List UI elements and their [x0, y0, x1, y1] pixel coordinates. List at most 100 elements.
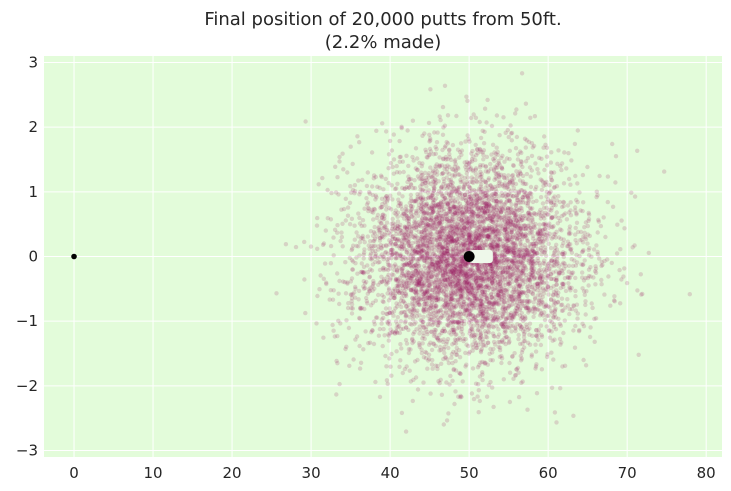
putt-point — [453, 161, 458, 167]
putt-point — [567, 246, 573, 252]
putt-point — [483, 285, 488, 290]
putt-point — [423, 210, 428, 215]
putt-point — [519, 206, 524, 211]
putt-point — [486, 301, 492, 306]
putt-point — [400, 286, 405, 291]
putt-point — [308, 244, 314, 249]
putt-point — [468, 115, 474, 121]
putt-point — [523, 249, 528, 255]
putt-point — [345, 281, 350, 286]
putt-point — [410, 288, 415, 293]
putt-point — [358, 236, 364, 241]
putt-point — [408, 192, 414, 198]
putt-point — [577, 328, 582, 333]
putt-point — [392, 293, 397, 298]
putt-point — [420, 292, 426, 297]
putt-point — [451, 204, 456, 210]
putt-point — [531, 241, 536, 246]
putt-point — [473, 381, 479, 386]
putt-point — [558, 386, 563, 391]
putt-point — [495, 274, 500, 280]
putt-point — [507, 198, 512, 203]
putt-point — [416, 220, 421, 225]
putt-point — [506, 134, 511, 140]
putt-point — [480, 265, 486, 270]
putt-point — [451, 261, 456, 266]
putt-point — [507, 206, 512, 212]
putt-point — [386, 338, 391, 343]
putt-point — [477, 119, 482, 125]
putt-point — [592, 339, 597, 344]
putt-point — [532, 295, 538, 301]
putt-cloud — [71, 71, 692, 434]
putt-point — [592, 269, 598, 274]
putt-point — [502, 219, 507, 224]
putt-point — [369, 243, 374, 249]
putt-point — [430, 179, 436, 184]
putt-point — [554, 210, 559, 215]
putt-point — [539, 332, 544, 338]
putt-point — [523, 101, 529, 106]
putt-point — [383, 232, 388, 238]
putt-point — [514, 275, 519, 280]
putt-point — [484, 154, 490, 160]
putt-point — [441, 125, 446, 130]
putt-point — [558, 323, 563, 328]
putt-point — [574, 241, 579, 246]
putt-point — [514, 107, 519, 112]
putt-point — [320, 242, 326, 247]
putt-point — [471, 304, 476, 309]
putt-point — [549, 216, 554, 221]
putt-point — [443, 237, 448, 242]
putt-point — [337, 381, 342, 387]
putt-point — [429, 329, 434, 335]
putt-point — [390, 216, 395, 222]
putt-point — [573, 205, 578, 210]
putt-point — [533, 349, 539, 354]
putt-point — [456, 236, 461, 241]
putt-point — [426, 226, 431, 231]
putt-point — [368, 251, 374, 256]
putt-point — [408, 256, 413, 262]
putt-point — [399, 304, 404, 310]
putt-point — [416, 274, 422, 279]
putt-point — [554, 420, 559, 425]
putt-point — [506, 321, 511, 326]
putt-point — [540, 210, 545, 215]
putt-point — [348, 184, 353, 189]
putt-point — [400, 159, 405, 164]
putt-point — [475, 147, 480, 152]
putt-point — [518, 291, 523, 296]
putt-point — [419, 288, 424, 293]
putt-point — [443, 164, 448, 169]
putt-point — [396, 288, 401, 294]
putt-point — [520, 261, 525, 266]
putt-point — [480, 275, 485, 280]
putt-point — [391, 157, 397, 162]
putt-point — [567, 275, 572, 280]
putt-point — [501, 244, 506, 249]
putt-point — [455, 208, 460, 213]
putt-point — [551, 292, 556, 297]
putt-point — [433, 219, 438, 225]
putt-point — [366, 287, 372, 292]
putt-point — [502, 335, 507, 341]
putt-point — [469, 233, 474, 239]
putt-point — [435, 205, 440, 210]
putt-point — [477, 224, 482, 229]
putt-point — [438, 190, 444, 195]
putt-point — [441, 346, 447, 352]
putt-point — [445, 357, 450, 362]
putt-point — [468, 196, 473, 201]
putt-point — [474, 305, 479, 311]
putt-point — [365, 170, 370, 175]
putt-point — [403, 292, 409, 297]
putt-point — [464, 201, 470, 206]
putt-point — [404, 304, 409, 309]
putt-point — [543, 304, 548, 309]
putt-point — [487, 204, 492, 210]
putt-point — [646, 250, 651, 256]
putt-point — [381, 235, 386, 240]
putt-point — [408, 310, 413, 315]
putt-point — [404, 304, 409, 309]
